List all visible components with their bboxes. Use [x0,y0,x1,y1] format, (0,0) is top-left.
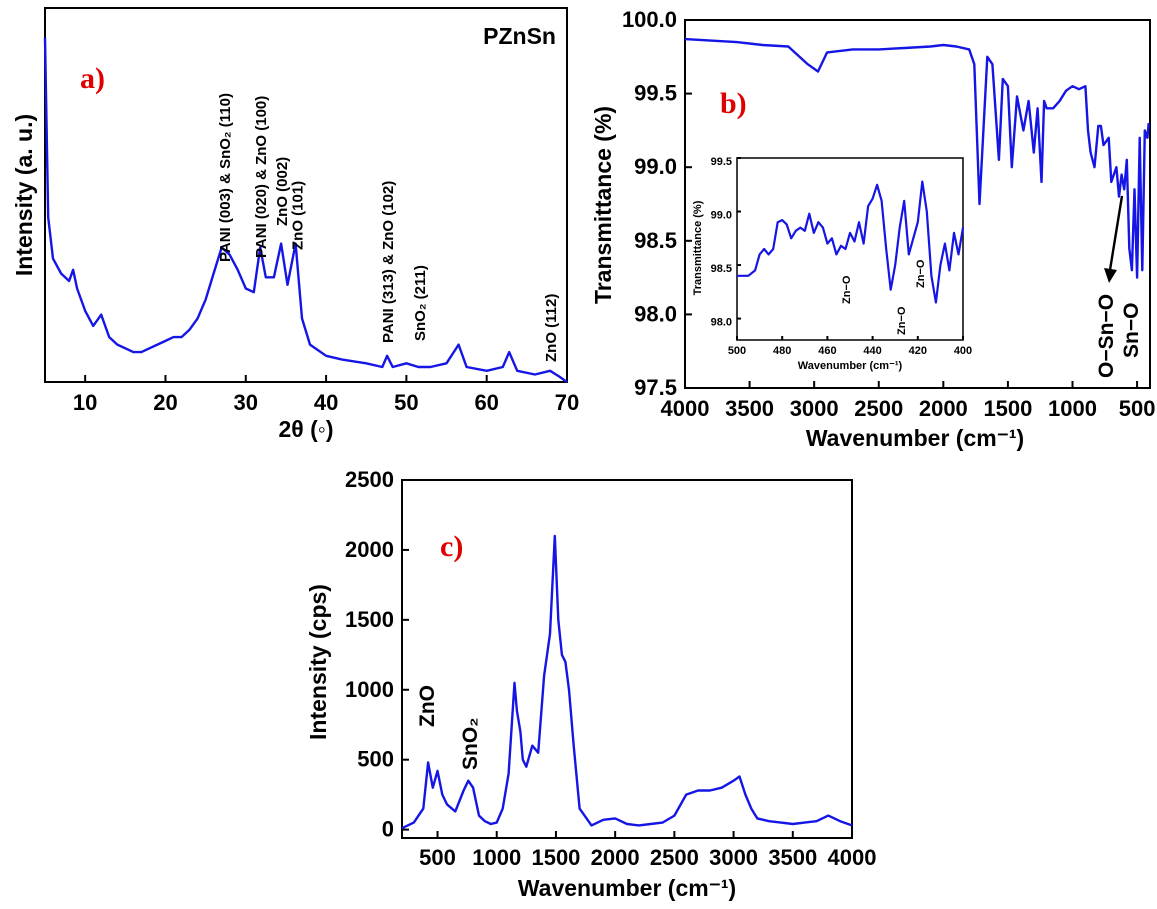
panel-b: 4000 3500 3000 2500 2000 1500 1000 500 97.5 98.0 9… [590,7,1155,451]
panel-c-annotation: SnO₂ [459,718,482,771]
inset-x-tick-label: 420 [909,345,927,357]
panel-a-series-line [43,37,568,383]
panel-c-frame [401,479,853,839]
panel-b-x-tick-label: 3500 [725,396,774,421]
panel-a-annotation: ZnO (112) [543,294,560,362]
panel-a-x-tick-label: 10 [73,390,97,415]
panel-a-x-tick-label: 30 [234,390,258,415]
panel-c-x-tick-label: 1000 [472,845,521,870]
panel-a-x-tick-label: 70 [555,390,579,415]
panel-b-annotations: O−Sn−O Sn−O [1095,294,1143,378]
panel-c-x-tick-label: 500 [419,845,456,870]
panel-c-x-tick-label: 4000 [828,845,877,870]
panel-c-x-tick-label: 2500 [650,845,699,870]
panel-a-annotation: PANI (313) & ZnO (102) [380,181,397,343]
panel-b-x-tick-label: 3000 [790,396,839,421]
inset-x-tick-label: 500 [728,345,746,357]
panel-c-y-tick-label: 500 [357,747,394,772]
panel-b-label: b) [720,87,747,120]
panel-c-y-tick-label: 0 [382,817,394,842]
panel-a-ylabel: Intensity (a. u.) [11,114,37,276]
inset-annotation: Zn−O [896,306,908,335]
panel-c-label: c) [440,530,463,563]
panel-c-x-tick-label: 1500 [531,845,580,870]
inset-y-tick-label: 98.5 [711,263,732,275]
panel-b-frame [684,19,1151,389]
panel-b-annotation: O−Sn−O [1095,294,1118,378]
inset-y-tick-label: 98.0 [711,317,732,329]
panel-c-y-tick-label: 1500 [345,607,394,632]
panel-a-annotations: PANI (003) & SnO₂ (110) PANI (020) & ZnO … [217,93,560,362]
inset-frame [736,157,964,341]
inset-series-line [737,180,965,304]
panel-a-annotation: PANI (020) & ZnO (100) [253,96,270,258]
panel-b-y-tick-label: 99.0 [634,154,677,179]
panel-b-x-tick-label: 2000 [919,396,968,421]
panel-a-x-tick-label: 60 [474,390,498,415]
panel-a-xlabel: 2θ (◦) [278,416,333,442]
panel-c-ylabel: Intensity (cps) [305,584,331,740]
panel-c-y-tick-label: 2000 [345,537,394,562]
panel-b-y-tick-label: 98.5 [634,228,677,253]
panel-a-annotation: PANI (003) & SnO₂ (110) [217,93,234,262]
inset-x-tick-label: 480 [773,345,791,357]
panel-a-ticks: 10 20 30 40 50 60 70 [73,375,579,415]
inset-y-tick-label: 99.5 [711,156,732,168]
panel-b-ylabel: Transmittance (%) [590,106,616,304]
panel-c-x-tick-label: 2000 [591,845,640,870]
inset-ticks: 500 480 460 440 420 400 98.0 98.5 99.0 99.5 [711,156,973,357]
panel-a-annotation: ZnO (002) [274,157,291,226]
panel-b-x-tick-label: 500 [1119,396,1156,421]
inset-xlabel: Wavenumber (cm⁻¹) [798,360,903,372]
inset-y-tick-label: 99.0 [711,210,732,222]
panel-a: 10 20 30 40 50 60 70 PANI (003) & SnO₂ (110) PA… [11,7,579,442]
inset-annotation: Zn−O [841,275,853,304]
panel-a-frame [44,7,568,383]
panel-b-arrow-head [1104,268,1117,283]
inset-x-tick-label: 440 [863,345,881,357]
panel-b-y-tick-label: 97.5 [634,375,677,400]
panel-a-x-tick-label: 50 [394,390,418,415]
inset-ylabel: Transmittance (%) [692,200,704,295]
panel-c-annotations: ZnO SnO₂ [416,685,482,770]
panel-c-y-tick-label: 2500 [345,467,394,492]
panel-a-label: a) [80,62,105,95]
panel-a-title: PZnSn [483,23,556,49]
panel-c-x-tick-label: 3000 [709,845,758,870]
panel-b-x-tick-label: 1000 [1048,396,1097,421]
panel-b-ticks: 4000 3500 3000 2500 2000 1500 1000 500 97.5 98.0 9… [622,7,1156,421]
panel-c-series-line [401,534,853,830]
panel-c: 500 1000 1500 2000 2500 3000 3500 4000 0 500 1000 1… [305,467,876,901]
panel-c-xlabel: Wavenumber (cm⁻¹) [518,875,736,901]
panel-b-xlabel: Wavenumber (cm⁻¹) [806,425,1024,451]
panel-b-y-tick-label: 99.5 [634,81,677,106]
panel-c-y-tick-label: 1000 [345,677,394,702]
panel-c-x-tick-label: 3500 [768,845,817,870]
inset-x-tick-label: 460 [818,345,836,357]
inset-annotations: Zn−O Zn−O Zn−O [841,259,927,335]
panel-b-annotation: Sn−O [1120,303,1143,358]
panel-a-x-tick-label: 40 [314,390,338,415]
panel-b-y-tick-label: 100.0 [622,7,677,32]
panel-b-arrow [1108,195,1124,271]
panel-b-y-tick-label: 98.0 [634,301,677,326]
panel-b-x-tick-label: 1500 [983,396,1032,421]
inset-annotation: Zn−O [915,259,927,288]
panel-b-series-line [684,37,1150,279]
panel-a-annotation: SnO₂ (211) [412,265,429,341]
panel-c-ticks: 500 1000 1500 2000 2500 3000 3500 4000 0 500 1000 1… [345,467,876,870]
panel-b-x-tick-label: 2500 [854,396,903,421]
panel-a-annotation: ZnO (101) [289,181,306,250]
inset-x-tick-label: 400 [954,345,972,357]
panel-b-x-tick-label: 4000 [661,396,710,421]
panel-c-annotation: ZnO [416,685,439,727]
panel-a-x-tick-label: 20 [153,390,177,415]
